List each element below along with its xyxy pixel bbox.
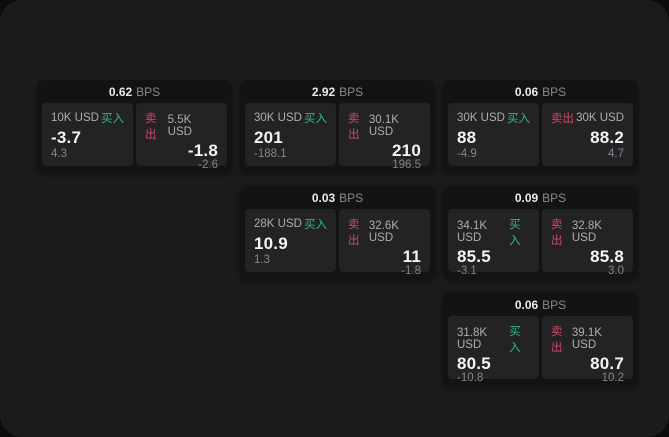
buy-side-label: 买入 [101,113,124,125]
bps-header: 2.92 BPS [240,80,435,103]
quote-card: 2.92 BPS 30K USD 买入 201 -188.1 卖出 30.1K … [240,80,435,173]
buy-price: 88 [457,127,477,147]
sell-side-label: 卖出 [145,113,157,141]
sell-side-label: 卖出 [551,113,574,125]
sell-amount: 30K USD [576,112,624,124]
bps-header: 0.06 BPS [443,80,638,103]
bps-value: 0.62 [108,84,133,99]
buy-delta: 1.3 [254,254,270,266]
sell-price: 85.8 [590,247,624,266]
sell-side-label: 卖出 [348,219,360,247]
quote-card: 0.06 BPS 31.8K USD 买入 80.5 -10.8 卖出 39.1… [443,293,638,386]
buy-amount: 31.8K USD [457,327,488,351]
quote-card: 0.03 BPS 28K USD 买入 10.9 1.3 卖出 32.6K US… [240,186,435,279]
buy-delta: 4.3 [51,148,67,160]
sell-delta: 196.5 [392,159,421,171]
buy-side-label: 买入 [507,113,530,125]
sell-amount: 32.8K USD [571,220,602,244]
buy-delta: -4.9 [457,148,477,160]
sell-amount: 32.6K USD [368,220,399,244]
buy-amount: 34.1K USD [457,220,488,244]
sell-tile[interactable]: 卖出 32.8K USD 85.8 3.0 [542,209,633,277]
buy-tile[interactable]: 30K USD 买入 88 -4.9 [448,103,539,166]
buy-side-label: 买入 [304,219,327,231]
buy-tile[interactable]: 28K USD 买入 10.9 1.3 [245,209,336,272]
sell-tile[interactable]: 卖出 39.1K USD 80.7 10.2 [542,316,633,384]
sell-price: 11 [402,247,421,266]
bps-value: 0.03 [311,190,336,205]
buy-price: 10.9 [254,233,288,253]
sell-amount: 39.1K USD [571,327,602,351]
bps-unit-label: BPS [136,84,161,99]
sell-price: 210 [392,141,421,160]
buy-side-label: 买入 [304,113,327,125]
buy-delta: -188.1 [254,148,287,160]
sell-delta: 10.2 [601,372,624,384]
bps-header: 0.06 BPS [443,293,638,316]
bps-value: 0.09 [514,190,539,205]
buy-amount: 30K USD [254,112,302,124]
buy-delta: -3.1 [457,265,477,277]
quote-card: 0.09 BPS 34.1K USD 买入 85.5 -3.1 卖出 32.8K… [443,186,638,279]
bps-value: 0.06 [514,297,539,312]
sell-tile[interactable]: 卖出 32.6K USD 11 -1.8 [339,209,430,277]
bps-unit-label: BPS [542,84,567,99]
sell-price: 88.2 [590,127,624,147]
buy-side-label: 买入 [509,326,521,354]
sell-price: -1.8 [187,141,218,160]
sell-delta: 3.0 [608,265,624,277]
buy-amount: 28K USD [254,218,302,230]
buy-amount: 30K USD [457,112,505,124]
sell-amount: 5.5K USD [167,114,192,138]
sell-delta: -1.8 [401,265,421,277]
bps-unit-label: BPS [542,190,567,205]
sell-tile[interactable]: 卖出 30.1K USD 210 196.5 [339,103,430,171]
bps-value: 2.92 [311,84,336,99]
sell-delta: -2.6 [198,159,218,171]
buy-tile[interactable]: 34.1K USD 买入 85.5 -3.1 [448,209,539,277]
sell-amount: 30.1K USD [368,114,399,138]
sell-tile[interactable]: 卖出 5.5K USD -1.8 -2.6 [136,103,227,171]
buy-price: 80.5 [457,354,491,373]
buy-price: 85.5 [457,247,491,266]
buy-tile[interactable]: 30K USD 买入 201 -188.1 [245,103,336,166]
buy-amount: 10K USD [51,112,99,124]
sell-delta: 4.7 [608,148,624,160]
buy-price: 201 [254,127,283,147]
sell-side-label: 卖出 [551,219,563,247]
quote-card: 0.06 BPS 30K USD 买入 88 -4.9 卖出 30K USD 8… [443,80,638,173]
bps-value: 0.06 [514,84,539,99]
buy-price: -3.7 [51,127,82,147]
bps-header: 0.03 BPS [240,186,435,209]
buy-delta: -10.8 [457,372,484,384]
sell-side-label: 卖出 [551,326,563,354]
sell-side-label: 卖出 [348,113,360,141]
bps-header: 0.09 BPS [443,186,638,209]
buy-tile[interactable]: 10K USD 买入 -3.7 4.3 [42,103,133,166]
bps-header: 0.62 BPS [37,80,232,103]
bps-unit-label: BPS [542,297,567,312]
buy-side-label: 买入 [509,219,521,247]
sell-tile[interactable]: 卖出 30K USD 88.2 4.7 [542,103,633,166]
sell-price: 80.7 [590,354,624,373]
buy-tile[interactable]: 31.8K USD 买入 80.5 -10.8 [448,316,539,384]
bps-unit-label: BPS [339,84,364,99]
quote-card: 0.62 BPS 10K USD 买入 -3.7 4.3 卖出 5.5K USD… [37,80,232,173]
bps-unit-label: BPS [339,190,364,205]
